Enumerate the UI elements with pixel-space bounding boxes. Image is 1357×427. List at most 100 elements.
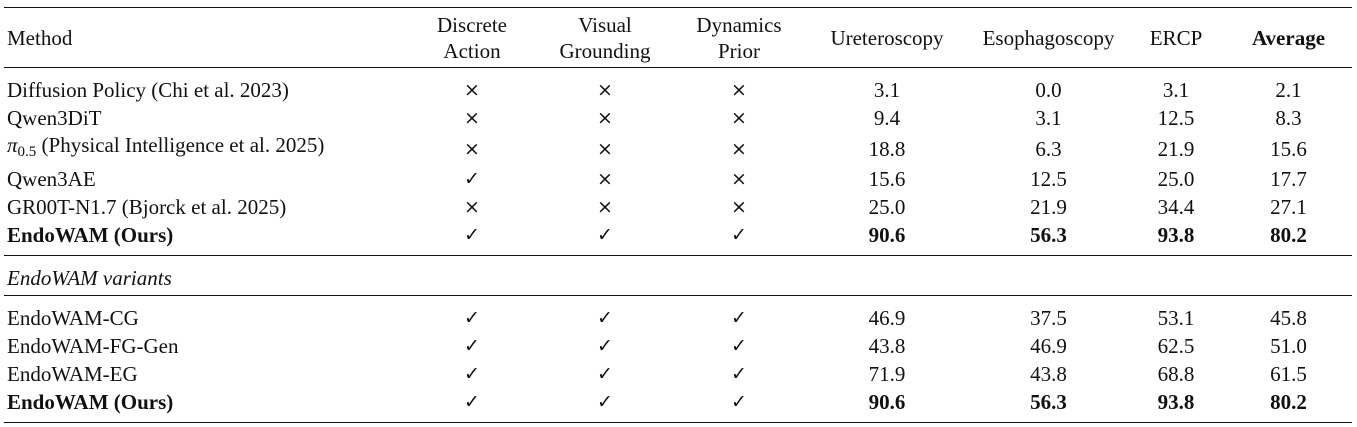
pi-symbol: π xyxy=(7,133,18,157)
ercp-cell: 34.4 xyxy=(1157,195,1195,219)
method-cell: GR00T-N1.7 (Bjorck et al. 2025) xyxy=(7,195,287,219)
visual-grounding-cell: ✓ xyxy=(597,224,613,246)
esophagoscopy-cell: 37.5 xyxy=(1030,306,1067,330)
method-cell: Qwen3AE xyxy=(7,167,96,191)
header-row: Method Discrete Action Visual Grounding Dy… xyxy=(4,7,1352,68)
dynamics-prior-cell: × xyxy=(731,137,747,160)
table-row: Qwen3DiT × × × 9.4 3.1 12.5 8.3 xyxy=(4,104,1352,132)
dynamics-prior-cell: × xyxy=(731,107,747,129)
pi-subscript: 0.5 xyxy=(17,144,37,160)
esophagoscopy-cell: 3.1 xyxy=(1035,106,1062,130)
section-heading-row: EndoWAM variants xyxy=(4,255,1352,296)
dynamics-prior-cell: ✓ xyxy=(674,388,804,423)
discrete-action-cell: ✓ xyxy=(464,307,480,329)
visual-grounding-cell: ✓ xyxy=(597,335,613,357)
header-ureteroscopy: Ureteroscopy xyxy=(830,26,944,50)
visual-grounding-cell: × xyxy=(597,168,613,190)
esophagoscopy-cell: 12.5 xyxy=(1030,167,1067,191)
ureteroscopy-cell: 3.1 xyxy=(873,78,901,102)
variants-heading: EndoWAM variants xyxy=(4,255,1352,296)
ercp-cell: 53.1 xyxy=(1157,306,1195,330)
ercp-cell: 12.5 xyxy=(1157,106,1195,130)
average-cell: 27.1 xyxy=(1270,195,1307,219)
average-cell: 8.3 xyxy=(1275,106,1302,130)
esophagoscopy-cell: 56.3 xyxy=(970,388,1127,423)
dynamics-prior-cell: ✓ xyxy=(731,335,747,357)
table-row: EndoWAM-FG-Gen ✓ ✓ ✓ 43.8 46.9 62.5 51.0 xyxy=(4,332,1352,360)
ercp-cell: 21.9 xyxy=(1157,136,1195,161)
table-row: GR00T-N1.7 (Bjorck et al. 2025) × × × 25.0 21… xyxy=(4,193,1352,221)
average-cell: 45.8 xyxy=(1270,306,1307,330)
visual-grounding-cell: × xyxy=(597,79,613,101)
table-row: EndoWAM-EG ✓ ✓ ✓ 71.9 43.8 68.8 61.5 xyxy=(4,360,1352,388)
average-cell: 80.2 xyxy=(1270,223,1307,247)
header-visual-grounding: Visual Grounding xyxy=(559,13,651,63)
header-discrete-action: Discrete Action xyxy=(437,13,507,63)
header-dynamics-prior: Dynamics Prior xyxy=(696,13,782,63)
visual-grounding-cell: × xyxy=(597,137,613,160)
average-cell: 61.5 xyxy=(1270,362,1307,386)
discrete-action-cell: × xyxy=(464,79,480,101)
visual-grounding-cell: × xyxy=(597,107,613,129)
average-cell: 2.1 xyxy=(1275,78,1302,102)
dynamics-prior-cell: × xyxy=(731,168,747,190)
table-row: π0.5 (Physical Intelligence et al. 2025)… xyxy=(4,132,1352,165)
discrete-action-cell: ✓ xyxy=(464,224,480,246)
ureteroscopy-cell: 18.8 xyxy=(868,136,906,161)
discrete-action-cell: ✓ xyxy=(464,363,480,385)
results-table: Method Discrete Action Visual Grounding Dy… xyxy=(4,7,1352,423)
ercp-cell: 62.5 xyxy=(1157,334,1195,358)
table-row: Diffusion Policy (Chi et al. 2023) × × × 3.1… xyxy=(4,68,1352,105)
ureteroscopy-cell: 25.0 xyxy=(868,195,906,219)
method-cell: Qwen3DiT xyxy=(7,106,102,130)
ercp-cell: 25.0 xyxy=(1157,167,1195,191)
table-row: EndoWAM (Ours) ✓ ✓ ✓ 90.6 56.3 93.8 80.2 xyxy=(4,388,1352,423)
esophagoscopy-cell: 43.8 xyxy=(1030,362,1067,386)
header-ercp: ERCP xyxy=(1149,26,1203,50)
ercp-cell: 93.8 xyxy=(1157,223,1195,247)
discrete-action-cell: ✓ xyxy=(464,335,480,357)
esophagoscopy-cell: 0.0 xyxy=(1035,78,1062,102)
ureteroscopy-cell: 15.6 xyxy=(868,167,906,191)
visual-grounding-cell: ✓ xyxy=(536,388,674,423)
discrete-action-cell: × xyxy=(464,137,480,160)
method-cell: π0.5 (Physical Intelligence et al. 2025) xyxy=(4,132,408,165)
variants-body: EndoWAM-CG ✓ ✓ ✓ 46.9 37.5 53.1 45.8 EndoWAM-FG-… xyxy=(4,296,1352,423)
ercp-cell: 93.8 xyxy=(1127,388,1225,423)
table-row: EndoWAM-CG ✓ ✓ ✓ 46.9 37.5 53.1 45.8 xyxy=(4,296,1352,333)
ureteroscopy-cell: 90.6 xyxy=(804,388,970,423)
ercp-cell: 3.1 xyxy=(1162,78,1190,102)
discrete-action-cell: ✓ xyxy=(408,388,536,423)
average-cell: 15.6 xyxy=(1270,136,1307,161)
header-average: Average xyxy=(1251,26,1326,50)
dynamics-prior-cell: ✓ xyxy=(731,307,747,329)
table-row: EndoWAM (Ours) ✓ ✓ ✓ 90.6 56.3 93.8 80.2 xyxy=(4,221,1352,256)
method-rest: (Physical Intelligence et al. 2025) xyxy=(36,133,325,157)
baselines-body: Diffusion Policy (Chi et al. 2023) × × × 3.1… xyxy=(4,68,1352,256)
header-esophagoscopy: Esophagoscopy xyxy=(982,26,1115,50)
method-cell: Diffusion Policy (Chi et al. 2023) xyxy=(7,78,289,102)
ureteroscopy-cell: 46.9 xyxy=(868,306,906,330)
discrete-action-cell: × xyxy=(464,107,480,129)
average-cell: 17.7 xyxy=(1270,167,1307,191)
ureteroscopy-cell: 43.8 xyxy=(868,334,906,358)
variants-heading-body: EndoWAM variants xyxy=(4,255,1352,296)
ercp-cell: 68.8 xyxy=(1157,362,1195,386)
visual-grounding-cell: × xyxy=(597,196,613,218)
method-cell: EndoWAM (Ours) xyxy=(7,223,174,247)
discrete-action-cell: ✓ xyxy=(464,168,480,190)
esophagoscopy-cell: 46.9 xyxy=(1030,334,1067,358)
table-row: Qwen3AE ✓ × × 15.6 12.5 25.0 17.7 xyxy=(4,165,1352,193)
average-cell: 80.2 xyxy=(1225,388,1352,423)
method-cell: EndoWAM-CG xyxy=(7,306,139,330)
method-cell: EndoWAM-FG-Gen xyxy=(7,334,179,358)
method-cell: EndoWAM (Ours) xyxy=(4,388,408,423)
esophagoscopy-cell: 21.9 xyxy=(1030,195,1067,219)
esophagoscopy-cell: 6.3 xyxy=(1035,136,1062,161)
visual-grounding-cell: ✓ xyxy=(597,307,613,329)
ureteroscopy-cell: 90.6 xyxy=(868,223,906,247)
dynamics-prior-cell: ✓ xyxy=(731,363,747,385)
header-method: Method xyxy=(7,26,73,50)
method-cell: EndoWAM-EG xyxy=(7,362,138,386)
visual-grounding-cell: ✓ xyxy=(597,363,613,385)
